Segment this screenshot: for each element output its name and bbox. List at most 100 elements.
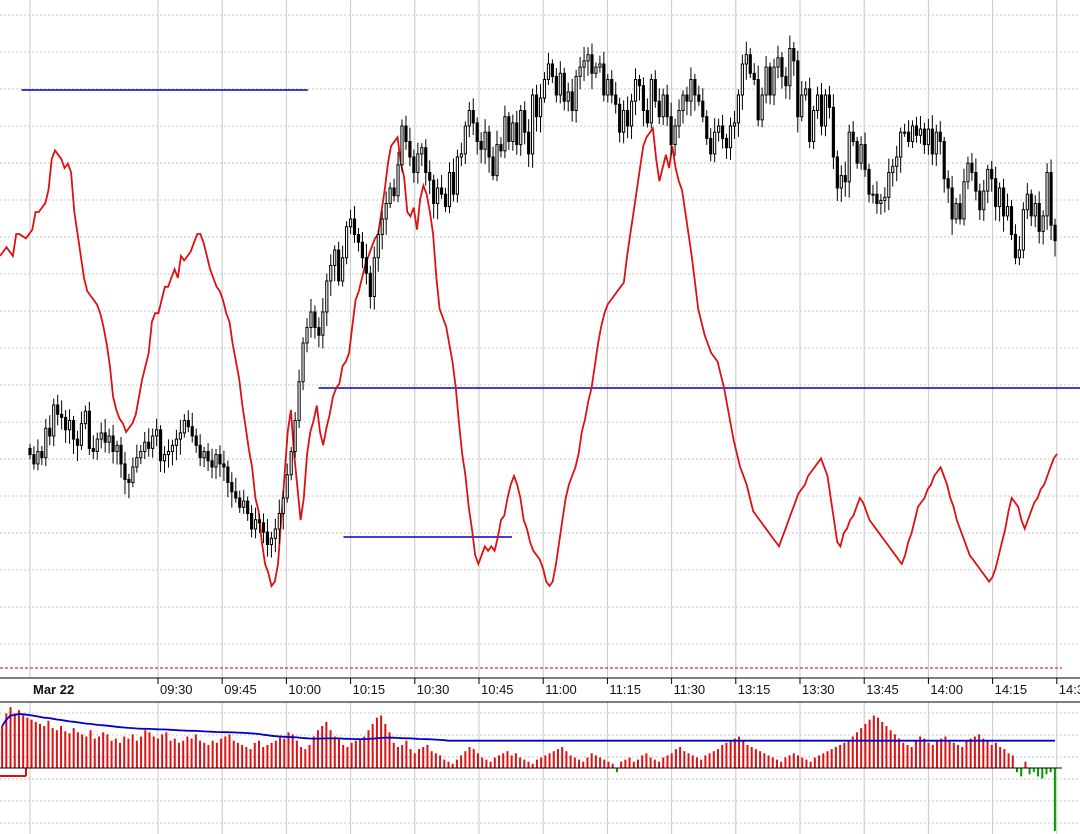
candle-body [325,280,329,313]
candle-body [764,66,768,96]
candle-body [792,48,796,62]
candle-body [352,218,357,235]
candle-body [717,125,721,133]
candle-body [60,413,64,418]
candle-body [273,528,277,539]
candle-body [170,444,175,452]
candle-body [345,226,349,259]
candle-body [483,131,487,150]
candle-body [479,141,483,150]
volume-bars [0,707,1056,831]
time-tick-label: 14:30 [1059,682,1080,697]
candle-body [558,72,562,96]
candle-body [515,122,519,146]
candle-body [71,420,76,440]
time-axis: Mar 22 09:30 09:45 10:00 10:15 10:30 10:45 11:… [0,677,1080,703]
candle-body [970,162,974,173]
time-tick-label: 10:30 [417,682,450,697]
time-tick-label: 09:45 [224,682,257,697]
time-tick-label: 13:45 [866,682,899,697]
candle-body [341,257,345,282]
candle-body [800,94,804,118]
candle-body [348,218,353,228]
candle-body [443,193,448,208]
candle-body [697,94,701,102]
candle-body [626,110,630,127]
candle-body [760,94,764,121]
candle-body [566,91,570,102]
candle-body [637,79,642,87]
candle-body [329,265,333,282]
candle-body [467,110,471,127]
candle-body [162,454,167,462]
candle-body [843,175,847,183]
candle-body [242,500,246,508]
candle-body [28,447,32,456]
price-candles [28,35,1057,558]
candle-body [253,519,258,530]
candle-body [879,199,883,204]
candle-body [44,427,48,459]
candle-body [614,94,618,105]
candle-body [87,410,91,449]
candle-body [463,125,467,155]
candle-body [412,156,416,173]
volume-average-line [1,713,1055,742]
candle-body [455,156,459,195]
time-tick-label: 10:00 [288,682,321,697]
candle-body [1041,215,1045,232]
candle-body [32,454,36,465]
candle-body [75,438,80,446]
candle-body [356,234,361,243]
candle-body [542,79,547,99]
candle-body [337,249,341,282]
candle-body [475,122,479,143]
candle-body [91,447,95,452]
candle-body [151,435,155,449]
candle-body [226,466,230,483]
candle-body [178,432,182,440]
candle-body [653,79,657,102]
candle-body [372,257,376,297]
candle-body [812,110,816,142]
candle-body [111,435,115,452]
candle-body [780,57,784,77]
candle-body [974,172,978,192]
candle-body [491,156,495,177]
candle-body [629,100,634,127]
candle-body [705,116,709,139]
time-tick-label: 11:15 [609,682,641,697]
candle-body [966,162,970,183]
candle-body [447,172,452,208]
candle-body [56,404,60,415]
candle-body [709,137,713,155]
candle-body [1005,206,1010,217]
candle-body [305,327,309,344]
candle-body [610,79,614,96]
candle-body [36,451,40,465]
candle-body [669,116,673,146]
candle-body [570,91,574,112]
candle-body [313,311,317,328]
candle-body [265,531,270,545]
candle-body [752,72,756,81]
candle-body [1021,209,1025,251]
candle-body [713,131,717,155]
level-lines [21,89,1080,538]
candle-body [673,125,677,146]
time-tick-label: 13:30 [802,682,835,697]
candle-body [289,451,293,476]
candle-body [546,63,551,80]
candle-body [333,249,337,266]
candle-body [962,181,966,220]
candle-body [796,60,800,118]
candle-body [978,190,982,211]
candle-body [804,88,808,96]
candle-body [428,172,432,181]
candle-body [519,110,523,146]
time-tick-label: 14:00 [930,682,963,697]
candle-body [899,131,903,158]
candle-body [657,100,661,118]
candle-body [1053,224,1057,242]
candle-body [859,144,863,164]
